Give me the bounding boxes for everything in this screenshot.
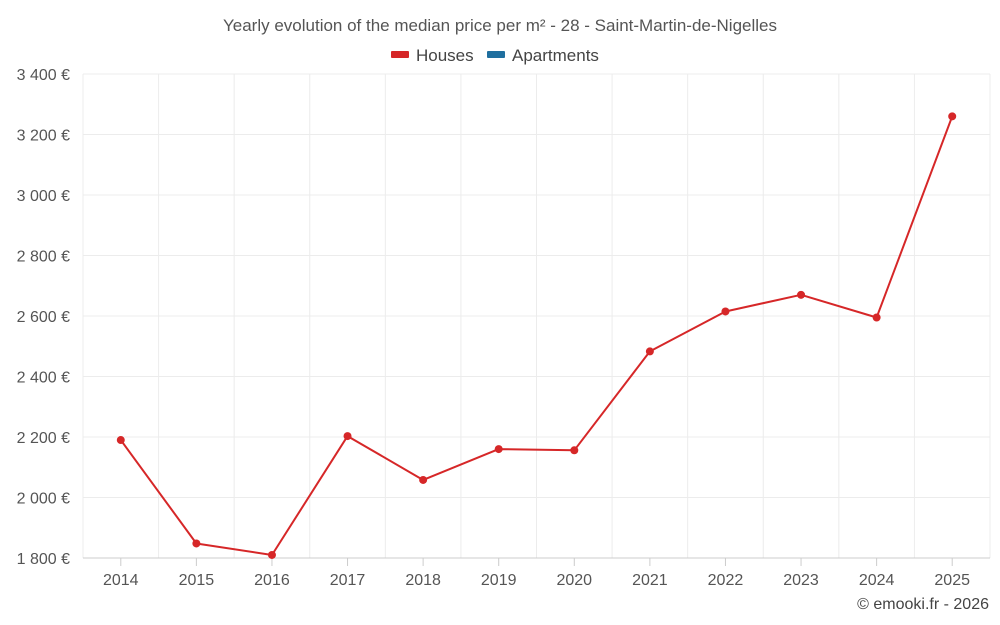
x-tick-label: 2021 [632, 572, 668, 589]
y-tick-label: 3 200 € [17, 128, 70, 145]
y-tick-label: 2 800 € [17, 249, 70, 266]
data-point-houses-2023[interactable] [797, 290, 806, 299]
x-tick-label: 2022 [708, 572, 744, 589]
series-line-houses [119, 115, 954, 556]
chart-title: Yearly evolution of the median price per… [223, 16, 777, 35]
data-point-houses-2015[interactable] [192, 539, 201, 548]
grid [82, 73, 991, 559]
x-tick-label: 2019 [481, 572, 517, 589]
data-point-houses-2021[interactable] [645, 347, 654, 356]
legend-swatch-apartments [487, 51, 505, 58]
x-tick-label: 2016 [254, 572, 290, 589]
data-point-houses-2020[interactable] [570, 446, 579, 455]
x-tick-label: 2024 [859, 572, 895, 589]
legend-item-apartments[interactable]: Apartments [487, 46, 599, 65]
data-point-houses-2024[interactable] [872, 313, 881, 322]
data-point-houses-2017[interactable] [343, 432, 352, 441]
y-tick-label: 2 400 € [17, 370, 70, 387]
data-point-houses-2018[interactable] [419, 475, 428, 484]
x-tick-label: 2018 [405, 572, 441, 589]
y-axis: 1 800 € 2 000 € 2 200 € 2 400 € 2 600 € 2 800… [17, 67, 70, 568]
data-point-houses-2014[interactable] [116, 436, 125, 445]
x-tick-label: 2014 [103, 572, 139, 589]
legend-label-houses: Houses [416, 46, 474, 65]
legend: Houses Apartments [391, 46, 599, 65]
data-point-houses-2016[interactable] [267, 550, 276, 559]
x-tick-label: 2017 [330, 572, 366, 589]
data-point-houses-2022[interactable] [721, 307, 730, 316]
series-houses [116, 112, 957, 559]
y-tick-label: 1 800 € [17, 551, 70, 568]
legend-label-apartments: Apartments [512, 46, 599, 65]
y-tick-label: 2 600 € [17, 309, 70, 326]
legend-swatch-houses [391, 51, 409, 58]
y-tick-label: 3 000 € [17, 188, 70, 205]
x-tick-label: 2020 [556, 572, 592, 589]
credit: © emooki.fr - 2026 [857, 596, 989, 613]
x-tick-label: 2015 [179, 572, 215, 589]
y-tick-label: 2 000 € [17, 491, 70, 508]
x-axis: 2014 2015 2016 2017 2018 2019 2020 2021 2022 2023… [103, 558, 970, 589]
data-point-houses-2025[interactable] [948, 112, 957, 121]
data-point-houses-2019[interactable] [494, 445, 503, 454]
x-tick-label: 2023 [783, 572, 819, 589]
y-tick-label: 3 400 € [17, 67, 70, 84]
y-tick-label: 2 200 € [17, 430, 70, 447]
legend-item-houses[interactable]: Houses [391, 46, 474, 65]
x-tick-label: 2025 [934, 572, 970, 589]
